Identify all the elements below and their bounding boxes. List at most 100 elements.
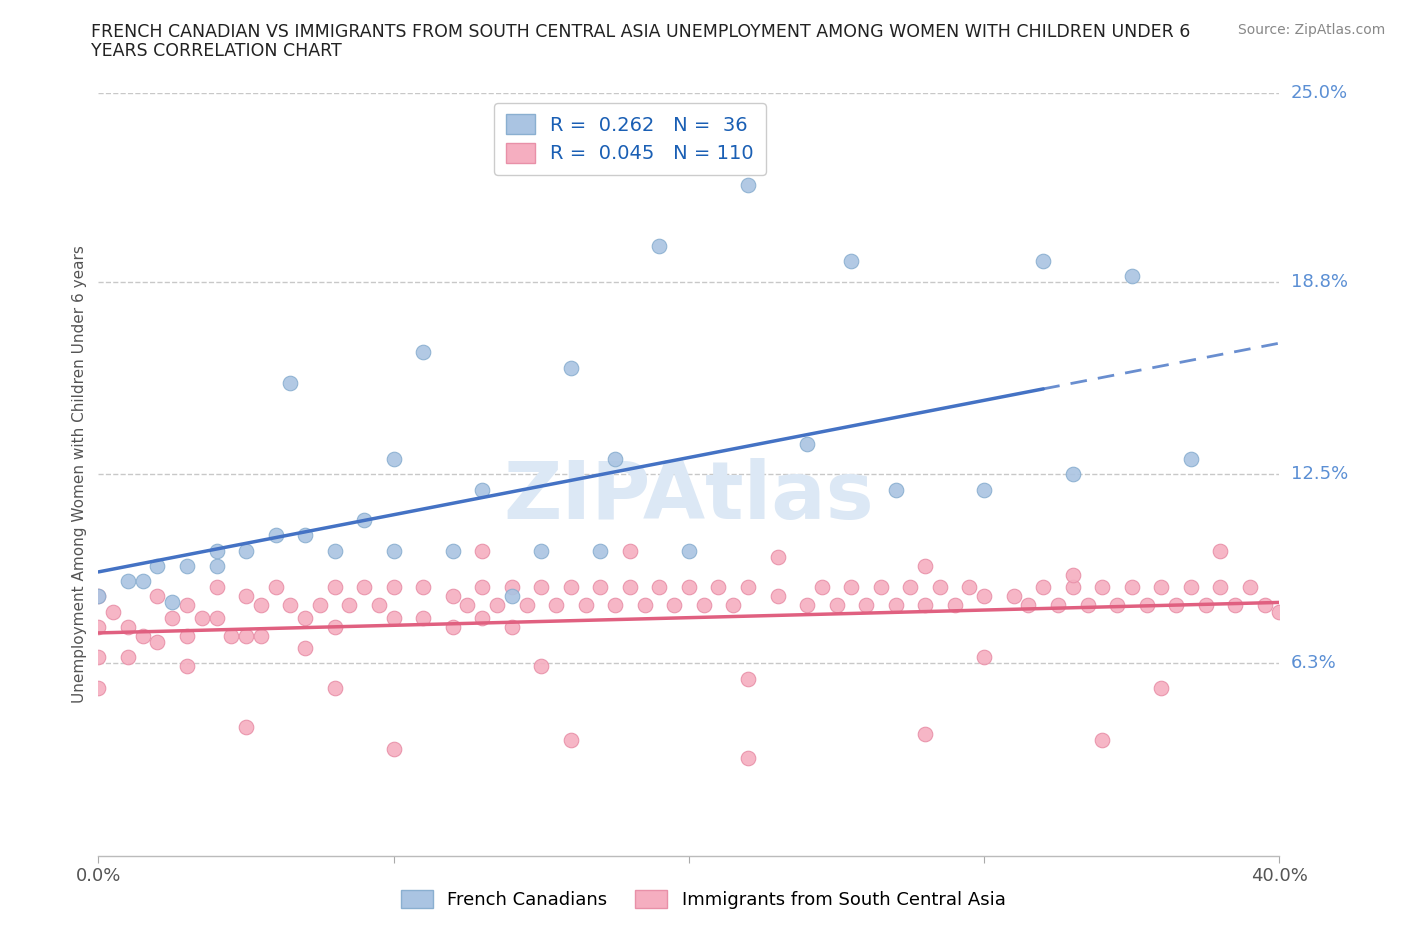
Point xyxy=(1077,598,1099,613)
Point xyxy=(1032,579,1054,594)
Point xyxy=(678,543,700,558)
Point xyxy=(205,558,228,573)
Point xyxy=(412,579,434,594)
Point xyxy=(264,528,287,543)
Point xyxy=(1180,452,1202,467)
Point xyxy=(146,589,169,604)
Point xyxy=(1150,681,1173,696)
Point xyxy=(132,574,155,589)
Point xyxy=(471,579,494,594)
Point xyxy=(605,598,627,613)
Point xyxy=(943,598,966,613)
Point xyxy=(1239,579,1261,594)
Point xyxy=(382,610,405,625)
Point xyxy=(1121,579,1143,594)
Point xyxy=(339,598,361,613)
Point xyxy=(235,589,257,604)
Point xyxy=(382,452,405,467)
Point xyxy=(825,598,848,613)
Point xyxy=(501,619,523,634)
Text: YEARS CORRELATION CHART: YEARS CORRELATION CHART xyxy=(91,42,342,60)
Point xyxy=(870,579,893,594)
Point xyxy=(264,579,287,594)
Point xyxy=(162,610,183,625)
Text: Source: ZipAtlas.com: Source: ZipAtlas.com xyxy=(1237,23,1385,37)
Point xyxy=(146,558,169,573)
Point xyxy=(796,436,818,451)
Point xyxy=(117,574,139,589)
Point xyxy=(501,589,523,604)
Point xyxy=(205,579,228,594)
Point xyxy=(516,598,538,613)
Point xyxy=(1002,589,1025,604)
Legend: R =  0.262   N =  36, R =  0.045   N = 110: R = 0.262 N = 36, R = 0.045 N = 110 xyxy=(494,102,766,175)
Point xyxy=(176,659,198,674)
Point xyxy=(560,579,582,594)
Point xyxy=(280,376,302,391)
Point xyxy=(471,543,494,558)
Point xyxy=(294,641,316,656)
Point xyxy=(589,579,612,594)
Point xyxy=(1254,598,1277,613)
Point xyxy=(589,543,612,558)
Point xyxy=(766,550,789,565)
Point xyxy=(1062,579,1084,594)
Point xyxy=(117,619,139,634)
Point xyxy=(766,589,789,604)
Point xyxy=(1166,598,1188,613)
Point xyxy=(664,598,686,613)
Point xyxy=(471,610,494,625)
Point xyxy=(619,543,641,558)
Point xyxy=(176,598,198,613)
Point xyxy=(723,598,745,613)
Point xyxy=(323,619,346,634)
Point xyxy=(530,543,553,558)
Point xyxy=(737,579,759,594)
Point xyxy=(1018,598,1040,613)
Point xyxy=(1062,467,1084,482)
Point xyxy=(914,558,936,573)
Point xyxy=(560,732,582,747)
Point xyxy=(884,482,907,497)
Point xyxy=(1209,579,1232,594)
Point xyxy=(87,681,110,696)
Point xyxy=(501,579,523,594)
Point xyxy=(1062,567,1084,582)
Point xyxy=(221,629,243,644)
Point xyxy=(1180,579,1202,594)
Point xyxy=(353,512,375,527)
Point xyxy=(648,238,671,253)
Point xyxy=(634,598,657,613)
Point xyxy=(87,589,110,604)
Legend: French Canadians, Immigrants from South Central Asia: French Canadians, Immigrants from South … xyxy=(394,883,1012,916)
Point xyxy=(900,579,922,594)
Point xyxy=(1150,579,1173,594)
Point xyxy=(841,579,863,594)
Point xyxy=(841,253,863,268)
Point xyxy=(176,558,198,573)
Point xyxy=(441,619,464,634)
Point xyxy=(605,452,627,467)
Point xyxy=(1268,604,1291,619)
Point xyxy=(914,598,936,613)
Point xyxy=(737,177,759,192)
Point xyxy=(412,610,434,625)
Point xyxy=(530,659,553,674)
Point xyxy=(1136,598,1159,613)
Point xyxy=(162,595,183,610)
Point xyxy=(973,650,995,665)
Point xyxy=(176,629,198,644)
Point xyxy=(648,579,671,594)
Y-axis label: Unemployment Among Women with Children Under 6 years: Unemployment Among Women with Children U… xyxy=(72,246,87,703)
Point xyxy=(737,751,759,765)
Point xyxy=(205,610,228,625)
Point xyxy=(678,579,700,594)
Point xyxy=(914,726,936,741)
Point xyxy=(737,671,759,686)
Point xyxy=(323,579,346,594)
Point xyxy=(575,598,598,613)
Point xyxy=(884,598,907,613)
Point xyxy=(486,598,509,613)
Point xyxy=(191,610,214,625)
Point xyxy=(250,598,273,613)
